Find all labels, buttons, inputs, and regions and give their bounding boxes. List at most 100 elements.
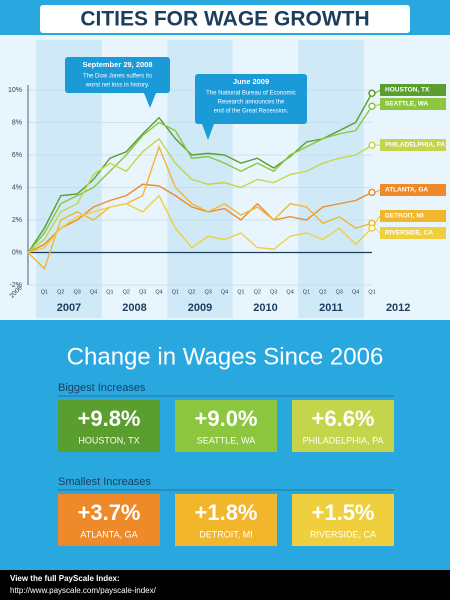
legend-box [380,227,446,239]
series-line [27,183,373,254]
year-label: 2010 [253,302,277,314]
callout-text: The National Bureau of Economic [206,91,296,97]
series-line [27,144,373,271]
tile-value: +3.7% [78,500,141,525]
x-tick-label: Q2 [254,289,261,295]
callout-title: June 2009 [233,77,269,86]
summary-tile [175,400,277,452]
tile-city: RIVERSIDE, CA [310,529,376,539]
tile-value: +9.0% [195,406,258,431]
callout-text: The Dow Jones suffers its [83,74,152,80]
series-line [27,137,373,254]
series-line [27,105,373,253]
x-tick-label: Q4 [286,289,293,295]
legend-box [380,84,446,96]
x-tick-label: Q3 [205,289,212,295]
callout-box [65,57,170,93]
x-tick-label: Q1 [172,289,179,295]
x-tick-label: Q4 [155,289,162,295]
tile-city: SEATTLE, WA [197,435,256,445]
x-tick-label: Q1 [106,289,113,295]
x-tick-label: Q4 [90,289,97,295]
summary-tile [58,400,160,452]
x-tick-label: Q2 [57,289,64,295]
year-label: 2008 [122,302,146,314]
year-label: 2009 [188,302,212,314]
tile-city: ATLANTA, GA [80,529,137,539]
legend-box [380,210,446,222]
x-tick-label: Q3 [336,289,343,295]
tile-value: +1.8% [195,500,258,525]
y-tick-label: -2% [10,282,22,289]
x-tick-label: Q2 [188,289,195,295]
year-label: 2012 [386,302,410,314]
label-leader [374,89,381,94]
tile-city: PHILADELPHIA, PA [303,435,384,445]
title-box [40,5,410,33]
label-leader [374,103,381,107]
callout-text: Research announces the [218,100,285,106]
label-leader [374,227,381,234]
end-dot [368,188,376,197]
tile-value: +1.5% [312,500,375,525]
y-tick-label: 0% [12,249,22,256]
end-dot [368,89,376,97]
footer-line: View the full PayScale Index: [10,574,120,583]
callout-pointer [144,93,156,108]
y-tick-label: 2% [12,217,22,224]
x-tick-label: Q2 [123,289,130,295]
tile-city: HOUSTON, TX [78,435,139,445]
year-label: 2007 [57,302,81,314]
footer-url: http://www.payscale.com/payscale-index/ [10,586,157,595]
y-tick-label: 8% [12,119,22,126]
callout-pointer [202,124,214,140]
tile-value: +9.8% [78,406,141,431]
callout-box [195,74,307,124]
legend-label: ATLANTA, GA [385,187,428,194]
callout-text: end of the Great Recession. [214,109,289,115]
summary-title: Change in Wages Since 2006 [67,343,384,370]
chart-title: CITIES FOR WAGE GROWTH [80,8,369,31]
callout-title: September 29, 2008 [82,60,152,69]
x-tick-label: Q3 [139,289,146,295]
year-label: 2011 [319,302,343,314]
summary-tile [175,494,277,546]
y-tick-label: 6% [12,152,22,159]
y-tick-label: 10% [8,87,22,94]
end-dot [368,102,376,110]
end-dot [368,141,376,149]
legend-label: DETROIT, MI [385,213,424,220]
series-line [27,194,373,254]
x-tick-label: Q4 [352,289,359,295]
footer-bg [0,570,450,600]
legend-label: SEATTLE, WA [385,101,429,108]
year-band [298,40,364,318]
x-tick-label: Q4 [221,289,228,295]
y-tick-label: 4% [12,184,22,191]
x-tick-label: Q2 [319,289,326,295]
summary-tile [292,494,394,546]
summary-tile [58,494,160,546]
x-tick-label: Q3 [73,289,80,295]
tile-value: +6.6% [312,406,375,431]
legend-box [380,98,446,110]
label-leader [374,189,381,193]
x-tick-label: Q1 [41,289,48,295]
series-line [27,92,373,253]
legend-label: RIVERSIDE, CA [385,230,433,237]
callout-text: worst net loss in history. [85,83,150,89]
x-tick-label: Q3 [270,289,277,295]
group-label: Smallest Increases [58,476,151,488]
end-dot [368,224,376,232]
x-tick-label: Q1 [303,289,310,295]
x-tick-label: Q1 [368,289,375,295]
group-label: Biggest Increases [58,382,146,394]
x-tick-label: Q1 [237,289,244,295]
legend-label: PHILADELPHIA, PA [385,142,445,149]
legend-box [380,139,446,151]
label-leader [374,215,381,224]
summary-tile [292,400,394,452]
tile-city: DETROIT, MI [199,529,253,539]
legend-label: HOUSTON, TX [385,87,430,94]
